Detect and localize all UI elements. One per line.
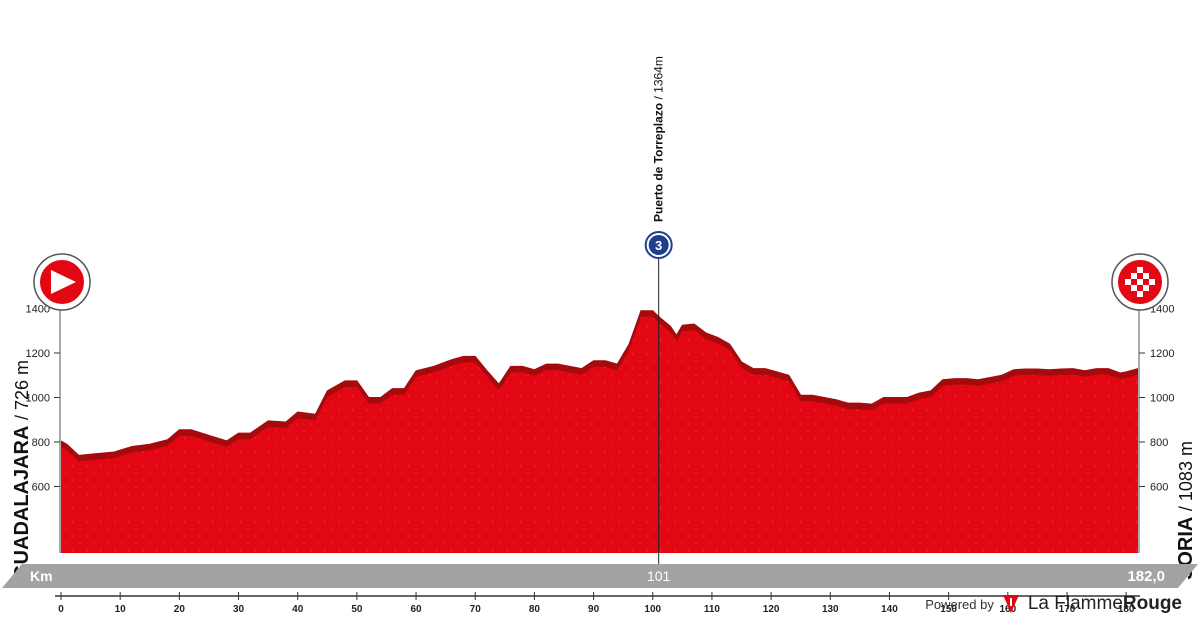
la-flamme-rouge-logo-icon bbox=[1002, 595, 1019, 613]
distance-band bbox=[2, 564, 1198, 588]
climb-elevation: / 1364m bbox=[652, 56, 666, 99]
profile-line bbox=[60, 310, 1139, 456]
x-tick-label: 180 bbox=[1118, 604, 1135, 615]
climb-name: Puerto de Torreplazo bbox=[652, 103, 666, 222]
y-axis-right: 600 800 1000 1200 1400 bbox=[1138, 304, 1174, 553]
x-tick-label: 0 bbox=[58, 604, 64, 615]
y-axis-left: 600 800 1000 1200 1400 bbox=[26, 304, 61, 553]
start-name: GUADALAJARA bbox=[11, 426, 33, 580]
y-tick-label: 1200 bbox=[1150, 348, 1174, 360]
x-tick-label: 30 bbox=[233, 604, 245, 615]
start-location: GUADALAJARA / 726 m bbox=[11, 360, 33, 580]
climb-label: Puerto de Torreplazo / 1364m bbox=[652, 56, 666, 222]
distance-axis-label: Km bbox=[30, 568, 53, 584]
climb-category-badge: 3 bbox=[644, 231, 673, 259]
x-tick-label: 80 bbox=[529, 604, 541, 615]
finish-flag-icon bbox=[1111, 253, 1169, 311]
y-tick-label: 800 bbox=[32, 437, 50, 449]
powered-by-text: Powered by bbox=[925, 596, 994, 612]
y-tick-label: 600 bbox=[1150, 482, 1168, 494]
total-distance-label: 182,0 bbox=[1127, 568, 1165, 585]
x-tick-label: 50 bbox=[351, 604, 363, 615]
y-tick-label: 1000 bbox=[26, 393, 50, 405]
profile-texture bbox=[61, 316, 1138, 553]
climb-distance-label: 101 bbox=[647, 568, 671, 584]
x-tick-label: 60 bbox=[410, 604, 422, 615]
x-tick-label: 160 bbox=[999, 604, 1016, 615]
x-axis: 0 10 20 30 40 50 60 70 80 90 100 110 120 130 140 150 160… bbox=[58, 592, 1135, 615]
y-tick-label: 600 bbox=[32, 482, 50, 494]
branding: Powered by La FlammeRouge bbox=[925, 592, 1182, 616]
finish-location: SORIA / 1083 m bbox=[1175, 441, 1197, 580]
x-tick-label: 70 bbox=[470, 604, 482, 615]
x-tick-label: 110 bbox=[704, 604, 721, 615]
x-tick-label: 140 bbox=[881, 604, 898, 615]
climb-badge-disc bbox=[648, 235, 669, 255]
climb-category-label: 3 bbox=[655, 238, 662, 253]
svg-text:Puerto de Torreplazo / 1: Puerto de Torreplazo / 1364m bbox=[652, 56, 666, 222]
x-tick-label: 40 bbox=[292, 604, 304, 615]
x-tick-label: 150 bbox=[940, 604, 957, 615]
finish-elevation: / 1083 m bbox=[1176, 441, 1196, 511]
y-tick-label: 800 bbox=[1150, 437, 1168, 449]
x-tick-label: 120 bbox=[763, 604, 780, 615]
x-tick-label: 20 bbox=[174, 604, 186, 615]
start-elevation: / 726 m bbox=[12, 360, 32, 420]
x-tick-label: 170 bbox=[1059, 604, 1076, 615]
x-tick-label: 90 bbox=[588, 604, 600, 615]
y-tick-label: 1400 bbox=[26, 304, 50, 316]
y-tick-label: 1400 bbox=[1150, 304, 1174, 316]
y-tick-label: 1200 bbox=[26, 348, 50, 360]
y-tick-label: 1000 bbox=[1150, 393, 1174, 405]
start-flag-icon bbox=[33, 253, 91, 311]
x-tick-label: 10 bbox=[115, 604, 127, 615]
x-tick-label: 130 bbox=[822, 604, 839, 615]
profile-layer bbox=[60, 310, 1139, 553]
brand-name: La FlammeRouge bbox=[1027, 593, 1182, 614]
x-tick-label: 100 bbox=[644, 604, 661, 615]
